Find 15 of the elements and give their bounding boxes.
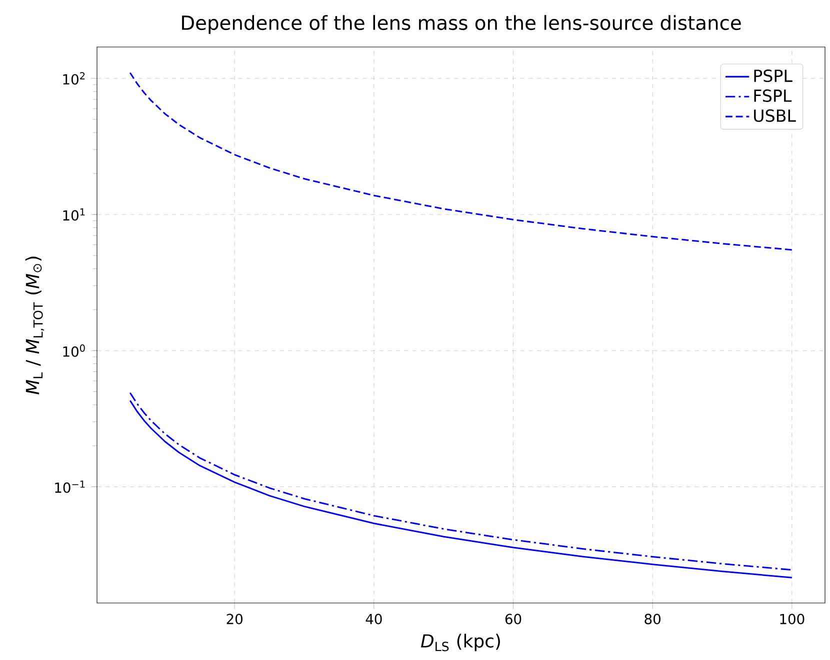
chart-title: Dependence of the lens mass on the lens-source distance [182,15,741,34]
x-tick-label: 40 [366,614,382,624]
y-tick-label: 10$^{−1}$ [55,480,85,493]
y-tick-label: 10$^{2}$ [63,72,85,85]
legend-label: PSPL [754,69,792,82]
x-axis-title: D$_{LS}$ (kpc) [420,634,500,652]
y-tick-label: 10$^{0}$ [63,344,85,357]
legend-label: FSPL [754,89,792,102]
x-tick-label: 80 [644,614,660,624]
legend-label: USBL [754,109,796,122]
text: M$_{L}$ / M$_{L,TOT}$ (M$_{⊙}$) [25,256,44,394]
x-tick-label: 60 [505,614,522,624]
x-tick-label: 20 [226,614,242,624]
y-tick-label: 10$^{1}$ [63,208,85,221]
x-tick-label: 100 [780,614,804,624]
